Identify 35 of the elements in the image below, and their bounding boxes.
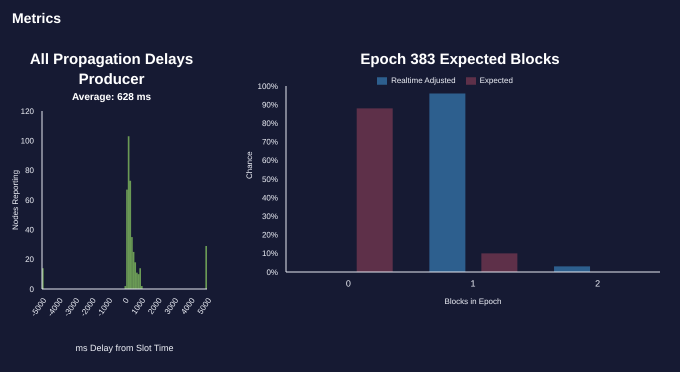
x-tick-label: 1 [470, 278, 476, 288]
y-tick-label: 90% [262, 100, 278, 110]
y-tick-label: 40 [25, 226, 35, 235]
y-tick-label: 50% [262, 174, 278, 184]
y-tick-label: 20 [25, 255, 35, 264]
y-tick-label: 10% [262, 249, 278, 258]
x-axis-title: ms Delay from Slot Time [75, 343, 174, 353]
text: Metrics [12, 10, 62, 26]
bar [554, 266, 590, 272]
x-tick-label: 2 [595, 278, 600, 288]
y-tick-label: 100 [20, 136, 35, 146]
bar [356, 108, 393, 272]
y-tick-label: 30% [262, 212, 278, 222]
y-tick-label: 60 [25, 196, 35, 205]
y-tick-label: 100% [258, 82, 278, 91]
y-tick-label: 80% [262, 119, 278, 128]
y-tick-label: 0% [266, 268, 278, 277]
y-tick-label: 20% [262, 230, 278, 240]
bar [481, 253, 518, 272]
legend-label: Realtime Adjusted [391, 76, 456, 86]
chart-subtitle: Average: 628 ms [70, 92, 152, 103]
y-tick-label: 80 [25, 166, 35, 176]
legend-label: Expected [480, 76, 513, 86]
y-tick-label: 70% [262, 138, 278, 147]
x-tick-label: 0 [120, 296, 132, 306]
x-axis-title: Blocks in Epoch [444, 297, 502, 306]
y-axis-title: Chance [244, 150, 254, 179]
bar [429, 93, 466, 272]
y-tick-label: 60% [262, 156, 278, 166]
chart-title: All Propagation Delays Producer [28, 50, 194, 90]
x-tick-label: 0 [346, 278, 351, 288]
y-tick-label: 40% [262, 193, 278, 202]
y-tick-label: 120 [20, 106, 35, 116]
y-axis-title: Nodes Reporting [10, 170, 20, 230]
chart-title: Epoch 383 Expected Blocks [359, 50, 561, 70]
